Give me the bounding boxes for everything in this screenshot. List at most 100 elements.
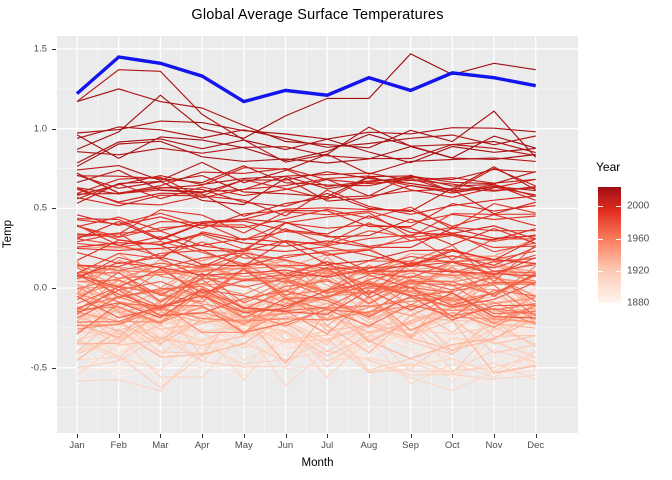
legend-tick-mark xyxy=(598,270,603,272)
legend-tick-mark xyxy=(598,303,603,304)
x-tick-label: Mar xyxy=(152,440,169,451)
x-tick-mark xyxy=(285,434,287,438)
temperature-line xyxy=(76,288,536,319)
temperature-line xyxy=(76,267,536,300)
y-tick-label: 0.0 xyxy=(33,282,47,294)
legend: Year 2000 1960 1920 1880 xyxy=(592,160,670,309)
temperature-line xyxy=(76,285,536,319)
x-tick-label: Jun xyxy=(277,440,294,451)
temperature-line xyxy=(76,186,536,213)
temperature-line xyxy=(76,133,536,162)
temperature-line xyxy=(76,143,536,160)
temperature-line xyxy=(76,337,536,389)
x-tick-mark xyxy=(327,434,329,438)
temperature-line xyxy=(76,230,536,260)
temperature-line xyxy=(76,140,536,167)
x-tick-label: May xyxy=(234,440,253,451)
x-tick-mark xyxy=(202,434,204,438)
temperature-line xyxy=(76,153,536,184)
temperature-line xyxy=(76,301,536,358)
temperature-line xyxy=(76,272,536,308)
temperature-line xyxy=(76,215,536,241)
temperature-line xyxy=(76,274,536,309)
temperature-line xyxy=(76,267,537,303)
temperature-line xyxy=(76,166,536,194)
highlight-line xyxy=(75,55,537,104)
temperature-line xyxy=(76,286,536,323)
temperature-line xyxy=(76,222,536,252)
temperature-line xyxy=(76,329,536,380)
temperature-line xyxy=(76,289,536,321)
y-tick-mark xyxy=(52,288,56,290)
y-tick-label: 1.5 xyxy=(33,43,47,55)
legend-colorbar xyxy=(598,187,621,303)
legend-tick-mark xyxy=(616,206,621,208)
temperature-line xyxy=(76,177,536,206)
legend-tick-label: 1960 xyxy=(627,233,650,245)
x-tick-label: Dec xyxy=(527,440,545,451)
x-tick-label: Jul xyxy=(321,440,334,451)
x-tick-label: Aug xyxy=(360,440,378,451)
plot-svg xyxy=(57,36,578,433)
legend-title: Year xyxy=(596,160,621,174)
x-tick-label: Oct xyxy=(444,440,460,451)
x-axis-title: Month xyxy=(301,457,334,469)
temperature-line xyxy=(76,264,536,302)
temperature-line xyxy=(76,120,536,140)
temperature-line xyxy=(76,266,536,306)
temperature-line xyxy=(76,255,536,278)
legend-tick-mark xyxy=(598,206,603,208)
temperature-line xyxy=(76,290,536,327)
temperature-line xyxy=(76,138,536,164)
x-tick-label: Apr xyxy=(194,440,210,451)
temperature-line xyxy=(76,212,536,241)
legend-tick-mark xyxy=(616,270,621,272)
chart-title: Global Average Surface Temperatures xyxy=(191,7,444,23)
legend-tick-label: 2000 xyxy=(627,200,650,212)
y-tick-mark xyxy=(52,49,56,50)
x-tick-label: Sep xyxy=(402,440,420,451)
temperature-line xyxy=(76,218,536,241)
y-tick-label: -0.5 xyxy=(30,362,47,374)
x-tick-mark xyxy=(118,434,120,438)
temperature-line xyxy=(76,327,536,387)
temperature-line xyxy=(76,246,536,268)
x-tick-mark xyxy=(494,434,495,438)
x-tick-mark xyxy=(410,434,412,438)
temperature-line xyxy=(76,188,536,217)
x-tick-label: Nov xyxy=(485,440,503,451)
x-tick-mark xyxy=(243,434,245,438)
y-tick-mark xyxy=(52,128,56,130)
temperature-line xyxy=(76,189,536,217)
temperature-line xyxy=(76,240,536,279)
temperature-line xyxy=(76,344,536,392)
legend-tick-label: 1880 xyxy=(627,297,650,309)
x-tick-mark xyxy=(160,434,162,438)
temperature-line xyxy=(76,296,537,348)
y-tick-label: 0.5 xyxy=(33,202,47,214)
temperature-line xyxy=(76,227,536,249)
x-tick-mark xyxy=(452,434,454,438)
temperature-line xyxy=(76,319,536,372)
temperature-line xyxy=(76,272,536,298)
temperature-line xyxy=(76,238,536,266)
temperature-line xyxy=(76,88,537,158)
x-tick-mark xyxy=(77,434,78,438)
temperature-line xyxy=(76,257,536,296)
plot-panel xyxy=(57,36,578,433)
temperature-line xyxy=(76,278,537,317)
temperature-line xyxy=(76,286,536,323)
temperature-line xyxy=(76,209,536,236)
x-tick-mark xyxy=(368,434,370,438)
legend-tick-mark xyxy=(598,238,603,240)
x-tick-label: Jan xyxy=(69,440,85,451)
x-tick-mark xyxy=(535,434,537,438)
legend-tick-label: 1920 xyxy=(627,265,650,277)
legend-tick-mark xyxy=(616,238,621,240)
temperature-line xyxy=(76,207,536,232)
y-tick-label: 1.0 xyxy=(33,123,47,135)
temperature-line xyxy=(76,171,536,198)
temperature-line xyxy=(76,174,536,201)
temperature-line xyxy=(76,69,536,163)
